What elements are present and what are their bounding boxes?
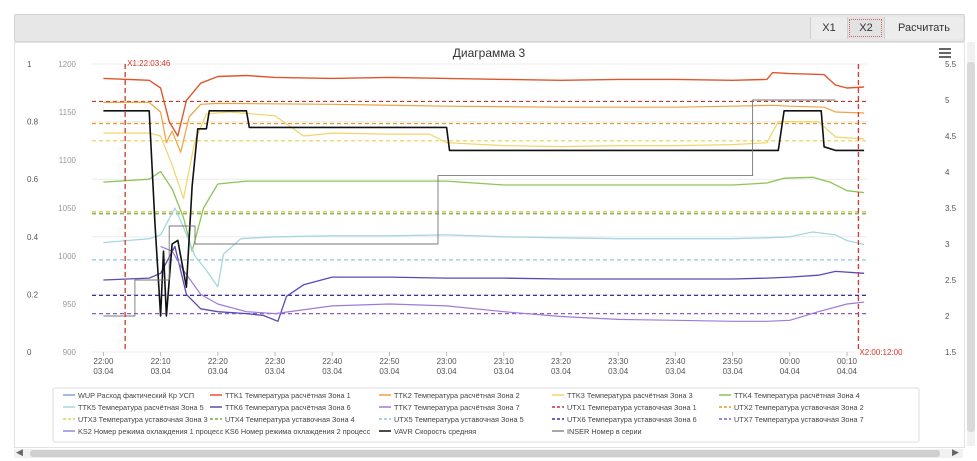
legend-item-label[interactable]: TTK3 Температура расчётная Зона 3: [567, 391, 693, 400]
y-left2-tick-label: 1050: [58, 204, 76, 213]
scroll-left-icon[interactable]: ◀: [16, 447, 23, 457]
y-right-tick-label: 1.5: [945, 348, 957, 357]
legend-item-label[interactable]: TTK2 Температура расчётная Зона 2: [394, 391, 520, 400]
series-line-ttk4: [103, 170, 865, 252]
vertical-scrollbar-thumb[interactable]: [967, 62, 975, 432]
series-line-inser: [103, 99, 836, 317]
legend-item-label[interactable]: TTK1 Температура расчётная Зона 1: [225, 391, 351, 400]
x-tick-label-date: 03.04: [151, 367, 172, 376]
legend-item-label[interactable]: UTX3 Температура уставочная Зона 3: [78, 415, 208, 424]
y-left1-tick-label: 0.2: [27, 290, 39, 299]
x2-button[interactable]: X2: [847, 17, 884, 39]
x1-button[interactable]: X1: [810, 17, 847, 39]
x-tick-label-date: 03.04: [208, 367, 229, 376]
cursor-label-x1: X1:22:03:46: [127, 59, 171, 68]
series-line-ttk6: [103, 245, 865, 322]
y-left2-tick-label: 1000: [58, 252, 76, 261]
y-left1-tick-label: 0.4: [27, 233, 39, 242]
x-tick-label-time: 22:50: [379, 357, 400, 366]
scroll-right-icon[interactable]: ▶: [952, 447, 959, 457]
legend-item-label[interactable]: UTX4 Температура уставочная Зона 4: [225, 415, 355, 424]
legend-item-label[interactable]: UTX1 Температура уставочная Зона 1: [567, 403, 697, 412]
legend-item-label[interactable]: UTX7 Температура уставочная Зона 7: [734, 415, 864, 424]
legend-item-label[interactable]: TTK7 Температура расчётная Зона 7: [394, 403, 520, 412]
chart-svg: Диаграмма 3 1 0.8 0.6 0.4 0.2 0 1200 1150 1100 105…: [27, 46, 957, 443]
x-tick-label-time: 22:00: [93, 357, 114, 366]
y-left1-tick-label: 1: [27, 60, 32, 69]
legend-box: [52, 387, 920, 443]
x-tick-label-date: 03.04: [322, 367, 343, 376]
x-tick-label-time: 22:20: [208, 357, 229, 366]
y-right-tick-label: 4.5: [945, 132, 957, 141]
series-line-ttk2: [103, 101, 865, 153]
y-left2-tick-label: 1100: [59, 156, 77, 165]
x-tick-label-date: 03.04: [93, 367, 114, 376]
y-right-tick-label: 3.5: [945, 204, 957, 213]
x-tick-label-date: 03.04: [723, 367, 744, 376]
legend-item-label[interactable]: UTX5 Температура уставочная Зона 5: [394, 415, 524, 424]
series-line-ttk5: [103, 207, 865, 288]
x-tick-label-time: 22:10: [151, 357, 172, 366]
series-line-ttk3: [103, 111, 865, 199]
x-tick-label-date: 03.04: [608, 367, 629, 376]
horizontal-scrollbar-thumb[interactable]: [30, 450, 940, 457]
x-tick-label-time: 23:10: [494, 357, 515, 366]
legend-item-label[interactable]: KS6 Номер режима охлаждения 2 процесс: [225, 427, 371, 436]
y-left2-tick-label: 1150: [59, 108, 77, 117]
legend-item-label[interactable]: WUP Расход фактический Кр УСП: [78, 391, 194, 400]
x-tick-label-time: 23:20: [551, 357, 572, 366]
y-right-tick-label: 5.5: [945, 60, 957, 69]
x-tick-label-date: 03.04: [265, 367, 286, 376]
chart-menu-icon[interactable]: [939, 48, 951, 58]
y-left1-tick-label: 0.6: [27, 175, 39, 184]
legend-item-label[interactable]: TTK5 Температура расчётная Зона 5: [78, 403, 204, 412]
x-tick-label-date: 03.04: [665, 367, 686, 376]
chart-title: Диаграмма 3: [453, 46, 526, 60]
legend-item-label[interactable]: KS2 Номер режима охлаждения 1 процесс: [78, 427, 224, 436]
x-tick-label-time: 23:30: [608, 357, 629, 366]
y-left2-tick-label: 1200: [58, 60, 76, 69]
x-tick-label-date: 04.04: [780, 367, 801, 376]
series-line-ttk7: [160, 245, 865, 322]
y-left1-tick-label: 0: [27, 348, 32, 357]
x-tick-label-time: 23:40: [665, 357, 686, 366]
x-tick-label-time: 22:30: [265, 357, 286, 366]
y-left2-tick-label: 900: [63, 348, 77, 357]
legend-item-label[interactable]: INSER Номер в серии: [567, 427, 642, 436]
calculate-button[interactable]: Расчитать: [884, 17, 963, 39]
y-right-tick-label: 2.5: [945, 276, 957, 285]
y-right-tick-label: 2: [945, 312, 950, 321]
x-tick-label-time: 00:00: [780, 357, 801, 366]
x-tick-label-date: 03.04: [494, 367, 515, 376]
series-line-ttk1: [103, 71, 865, 137]
x-tick-label-date: 03.04: [551, 367, 572, 376]
x-tick-label-time: 22:40: [322, 357, 343, 366]
legend-item-label[interactable]: UTX2 Температура уставочная Зона 2: [734, 403, 864, 412]
legend-item-label[interactable]: TTK4 Температура расчётная Зона 4: [734, 391, 860, 400]
y-left2-tick-label: 950: [63, 300, 77, 309]
x-tick-label-date: 03.04: [437, 367, 458, 376]
y-right-tick-label: 5: [945, 96, 950, 105]
x-tick-label-date: 03.04: [379, 367, 400, 376]
x-tick-label-time: 00:10: [837, 357, 858, 366]
y-right-tick-label: 4: [945, 168, 950, 177]
legend-item-label[interactable]: UTX6 Температура уставочная Зона 6: [567, 415, 697, 424]
x-tick-label-time: 23:50: [723, 357, 744, 366]
x-tick-label-date: 04.04: [837, 367, 858, 376]
chart-panel: Диаграмма 3 1 0.8 0.6 0.4 0.2 0 1200 1150 1100 105…: [14, 42, 965, 448]
y-right-tick-label: 3: [945, 240, 950, 249]
legend-item-label[interactable]: VAVR Скорость средняя: [394, 427, 476, 436]
cursor-label-x2: X2:00:12:00: [859, 348, 903, 357]
series-line-vavr: [103, 110, 865, 317]
legend-item-label[interactable]: TTK6 Температура расчётная Зона 6: [225, 403, 351, 412]
x-tick-label-time: 23:00: [437, 357, 458, 366]
chart-toolbar: X1 X2 Расчитать: [14, 14, 965, 42]
y-left1-tick-label: 0.8: [27, 118, 39, 127]
